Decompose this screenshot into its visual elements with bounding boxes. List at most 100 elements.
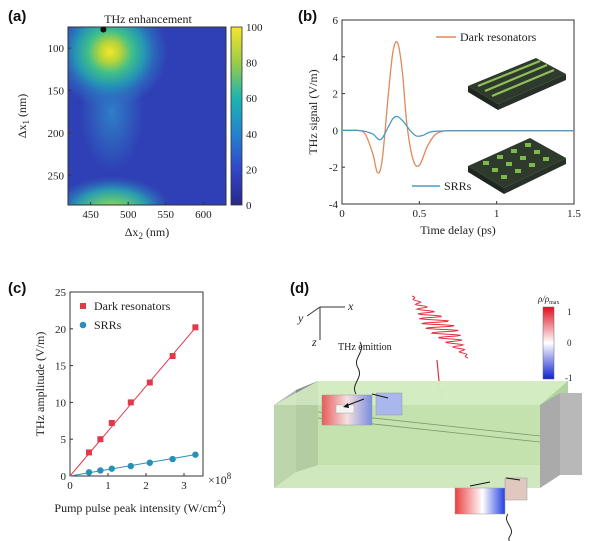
legend-srrs-c: SRRs <box>94 318 122 332</box>
a-ytick-label: 250 <box>48 170 65 182</box>
thz-emission-label: THz emittion <box>338 342 392 353</box>
point-srrs <box>97 467 104 474</box>
srr-array-icon <box>468 138 566 194</box>
a-colorbar-tick-label: 80 <box>246 58 258 70</box>
a-xtick-label: 500 <box>120 209 137 221</box>
panel-a-colorbar-ticks: 0 20 40 60 80 100 <box>246 22 263 212</box>
a-xtick-label: 550 <box>158 209 175 221</box>
panel-b-frame <box>341 19 575 205</box>
panel-a-yticks: 100 150 200 250 <box>48 43 71 182</box>
panel-b-label: (b) <box>298 8 317 25</box>
point-dark-resonators <box>86 449 92 456</box>
coordinate-axes: x y z <box>297 299 354 349</box>
c-ytick-label: 25 <box>55 287 67 299</box>
a-xtick-label: 450 <box>82 209 99 221</box>
heatmap-frame <box>67 26 227 206</box>
point-srrs <box>146 459 153 466</box>
b-ytick-label: -4 <box>329 199 339 211</box>
legend-srrs: SRRs <box>444 179 472 193</box>
panel-b-lines <box>341 41 574 174</box>
point-srrs <box>85 469 93 476</box>
c-xtick-label: 3 <box>181 480 187 492</box>
resonator-left: THz emittion <box>321 341 403 426</box>
b-xtick-label: 1.5 <box>567 208 581 220</box>
axis-x-label: x <box>347 299 354 313</box>
b-xtick-label: 1 <box>494 208 500 220</box>
panel-a-title: THz enhancement <box>104 12 192 26</box>
b-ytick-label: -2 <box>329 162 338 174</box>
point-srrs <box>192 451 199 458</box>
axis-y-label: y <box>297 311 304 325</box>
legend-marker-srr <box>79 321 87 329</box>
dark-resonator-array-icon <box>468 58 566 110</box>
a-colorbar-tick-label: 40 <box>246 129 258 141</box>
point-dark-resonators <box>108 420 115 427</box>
a-colorbar-tick-label: 20 <box>246 164 258 176</box>
a-colorbar-tick-label: 100 <box>246 22 263 34</box>
point-srrs <box>127 462 134 470</box>
panel-c-xlabel: Pump pulse peak intensity (W/cm2) <box>54 499 225 515</box>
resonator-right <box>454 477 528 541</box>
panel-d-label: (d) <box>290 280 309 297</box>
panel-b-xlabel: Time delay (ps) <box>420 223 496 237</box>
a-colorbar-tick-label: 0 <box>246 200 252 212</box>
axis-z-label: z <box>311 335 317 349</box>
a-colorbar-tick-label: 60 <box>246 93 258 105</box>
c-ytick-label: 0 <box>61 471 67 483</box>
point-dark-resonators <box>169 353 176 360</box>
panel-a-label: (a) <box>8 8 26 25</box>
max-marker <box>100 26 107 33</box>
c-xtick-label: 2 <box>143 480 149 492</box>
c-ytick-label: 5 <box>61 434 67 446</box>
point-dark-resonators <box>127 399 134 406</box>
point-dark-resonators <box>97 436 104 443</box>
c-xtick-label: 1 <box>105 480 111 492</box>
b-ytick-label: 0 <box>333 125 339 137</box>
a-ytick-label: 200 <box>48 128 65 140</box>
panel-c-multiplier: ×108 <box>208 471 232 487</box>
point-dark-resonators <box>146 379 153 386</box>
panel-c-xticks: 0 1 2 3 <box>67 473 187 492</box>
a-ytick-label: 150 <box>48 86 65 98</box>
point-srrs <box>169 455 176 463</box>
b-ytick-label: 4 <box>333 52 339 64</box>
heatmap-hotspot-bottom <box>68 176 172 205</box>
panel-d-colorbar-tick-min: -1 <box>565 373 573 383</box>
panel-d-colorbar <box>542 306 555 380</box>
panel-b-xticks: 0 0.5 1 1.5 <box>339 201 581 220</box>
c-ytick-label: 10 <box>55 397 67 409</box>
panel-b-ylabel: THz signal (V/m) <box>306 69 320 154</box>
point-dark-resonators <box>192 324 199 331</box>
c-ytick-label: 20 <box>55 324 67 336</box>
legend-marker-dark <box>80 303 86 309</box>
panel-d-colorbar-title: ρ/ρmax <box>537 294 559 306</box>
b-ytick-label: 2 <box>333 89 339 101</box>
panel-c-series <box>69 324 199 477</box>
a-xtick-label: 600 <box>195 209 212 221</box>
panel-a-heatmap <box>67 26 227 206</box>
panel-c-ylabel: THz amplitude (V/m) <box>33 332 47 437</box>
b-xtick-label: 0.5 <box>412 208 426 220</box>
b-xtick-label: 0 <box>339 208 345 220</box>
panel-c-label: (c) <box>8 280 26 297</box>
legend-dark-resonators: Dark resonators <box>460 30 537 44</box>
panel-b-yticks: -4 -2 0 2 4 6 <box>329 15 345 211</box>
substrate-slab <box>274 381 582 488</box>
panel-a-xlabel: Δx2 (nm) <box>125 225 170 241</box>
point-srrs <box>108 465 116 472</box>
c-ytick-label: 15 <box>55 361 67 373</box>
b-ytick-label: 6 <box>333 15 339 27</box>
panel-a-ylabel: Δx1 (nm) <box>15 94 31 139</box>
panel-c-frame <box>69 291 204 477</box>
legend-dark-resonators-c: Dark resonators <box>94 299 171 313</box>
panel-a-xticks: 450 500 550 600 <box>82 202 212 221</box>
a-ytick-label: 100 <box>48 43 65 55</box>
panel-d-colorbar-tick-max: 1 <box>567 307 572 317</box>
panel-b-legend: Dark resonators SRRs <box>412 30 537 193</box>
panel-c-legend: Dark resonators SRRs <box>79 299 171 332</box>
series-line-srrs <box>341 115 574 141</box>
c-xtick-label: 0 <box>67 480 73 492</box>
heatmap-hotspot-top <box>68 27 168 108</box>
panel-a-colorbar <box>230 26 243 206</box>
